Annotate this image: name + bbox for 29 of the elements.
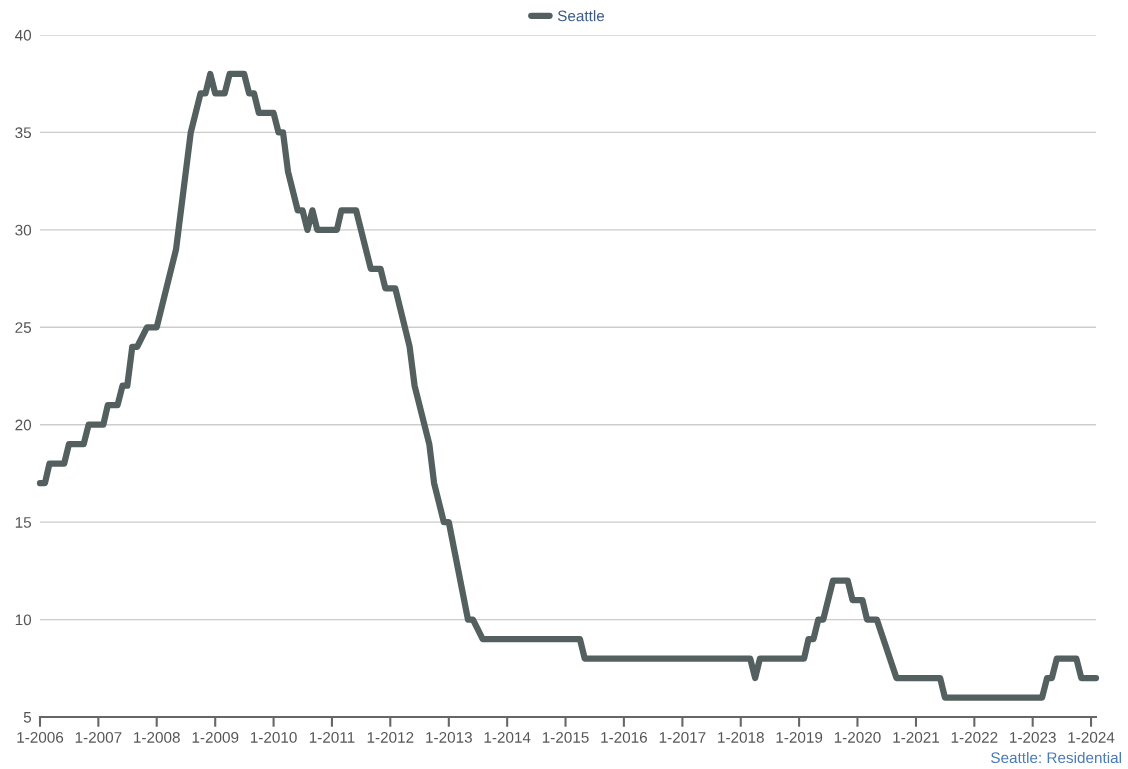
x-tick-label: 1-2021 bbox=[893, 731, 940, 743]
x-tick-label: 1-2009 bbox=[192, 731, 239, 743]
y-tick-label: 20 bbox=[15, 419, 32, 431]
x-tick-label: 1-2015 bbox=[542, 731, 589, 743]
y-tick-label: 10 bbox=[15, 614, 32, 626]
x-tick-label: 1-2020 bbox=[834, 731, 881, 743]
x-tick-label: 1-2018 bbox=[718, 731, 764, 743]
x-tick-label: 1-2007 bbox=[75, 731, 122, 743]
x-tick-label: 1-2019 bbox=[776, 731, 823, 743]
x-tick-label: 1-2006 bbox=[17, 731, 64, 743]
y-tick-label: 15 bbox=[15, 517, 32, 528]
y-tick-label: 40 bbox=[15, 29, 32, 41]
y-tick-label: 25 bbox=[15, 322, 32, 333]
y-tick-label: 35 bbox=[15, 127, 32, 139]
x-tick-label: 1-2017 bbox=[659, 731, 706, 743]
y-tick-label: 30 bbox=[15, 224, 32, 236]
x-tick-label: 1-2008 bbox=[134, 731, 180, 743]
x-tick-label: 1-2022 bbox=[951, 731, 998, 743]
x-tick-label: 1-2012 bbox=[367, 731, 414, 743]
x-tick-label: 1-2010 bbox=[250, 731, 297, 743]
x-tick-label: 1-2016 bbox=[601, 731, 647, 743]
x-tick-label: 1-2023 bbox=[1010, 731, 1056, 743]
text: Seattle: Residential bbox=[991, 751, 1121, 764]
x-tick-label: 1-2024 bbox=[1068, 731, 1115, 743]
x-tick-label: 1-2011 bbox=[309, 731, 355, 743]
y-tick-label: 5 bbox=[23, 712, 32, 723]
x-tick-label: 1-2014 bbox=[484, 731, 531, 743]
legend-label: Seattle bbox=[557, 10, 605, 22]
x-tick-label: 1-2013 bbox=[426, 731, 472, 743]
